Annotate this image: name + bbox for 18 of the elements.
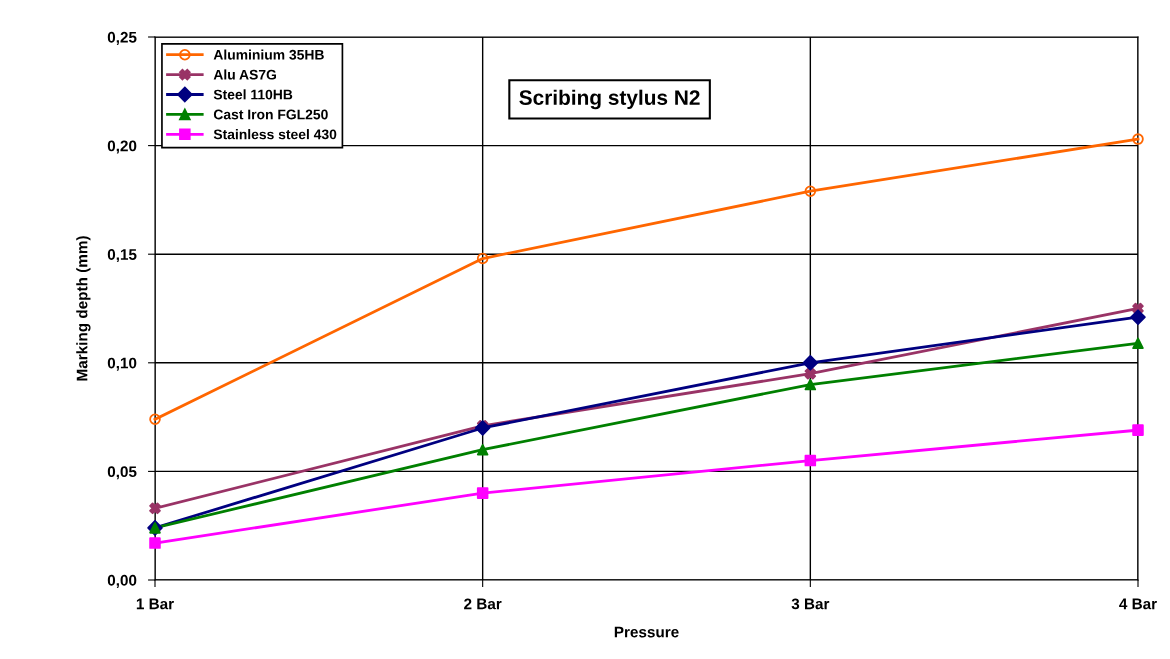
legend-label: Steel 110HB bbox=[213, 89, 293, 100]
x-axis-title: Pressure bbox=[614, 626, 679, 638]
y-axis-title: Marking depth (mm) bbox=[76, 236, 91, 381]
x-tick-label: 1 Bar bbox=[136, 598, 174, 610]
y-tick-label: 0,00 bbox=[107, 574, 137, 588]
text: Scribing stylus N2 bbox=[519, 89, 700, 110]
y-tick-label: 0,15 bbox=[107, 249, 137, 263]
x-tick-label: 2 Bar bbox=[464, 598, 502, 610]
legend-label: Cast Iron FGL250 bbox=[213, 109, 328, 120]
legend-label: Stainless steel 430 bbox=[213, 129, 337, 140]
x-tick-label: 4 Bar bbox=[1119, 598, 1157, 610]
y-tick-label: 0,05 bbox=[107, 466, 137, 480]
legend-label: Aluminium 35HB bbox=[213, 49, 324, 60]
x-tick-label: 3 Bar bbox=[791, 598, 830, 610]
y-tick-label: 0,20 bbox=[107, 140, 137, 154]
y-tick-label: 0,10 bbox=[107, 357, 137, 371]
legend-label: Alu AS7G bbox=[213, 69, 276, 80]
y-tick-label: 0,25 bbox=[107, 31, 137, 45]
